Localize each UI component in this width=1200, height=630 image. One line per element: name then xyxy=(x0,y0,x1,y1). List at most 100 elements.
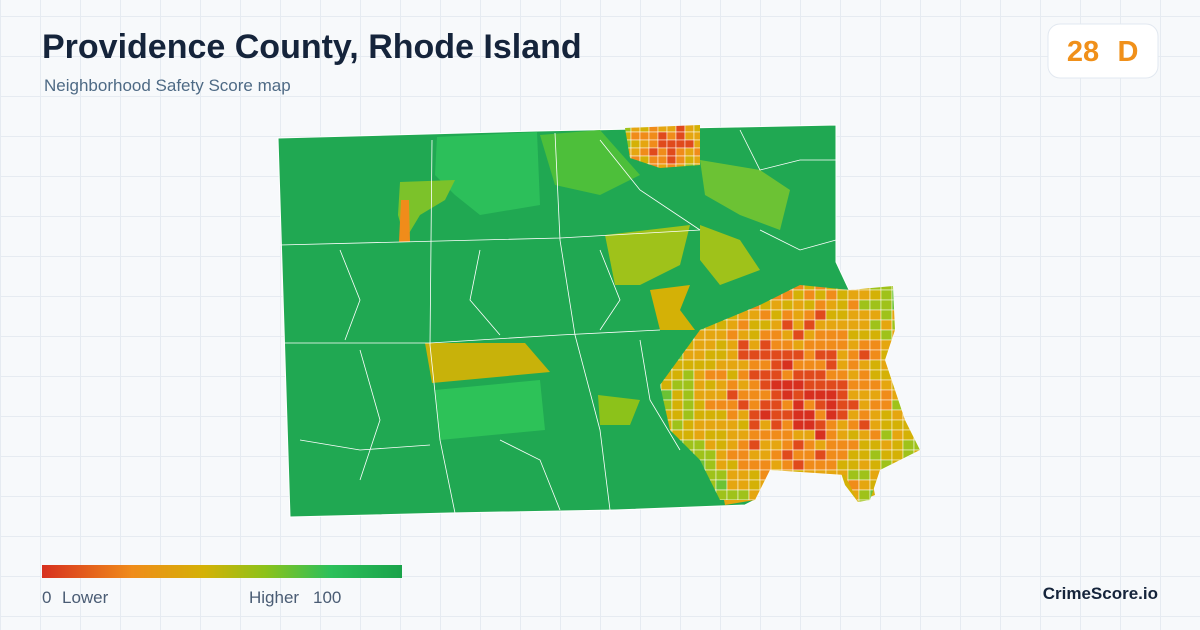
tract xyxy=(891,409,904,421)
tract xyxy=(715,369,728,381)
tract xyxy=(869,379,882,391)
tract xyxy=(803,379,816,391)
tract xyxy=(880,429,893,441)
tract xyxy=(671,409,684,421)
tract xyxy=(657,139,668,149)
region xyxy=(425,343,550,383)
tract xyxy=(902,489,915,501)
tract xyxy=(748,479,761,491)
tract xyxy=(858,285,871,291)
tract xyxy=(792,489,805,501)
tract xyxy=(847,359,860,371)
tract xyxy=(858,439,871,451)
tract xyxy=(648,139,659,149)
tract xyxy=(880,489,893,501)
tract xyxy=(814,299,827,311)
tract xyxy=(715,439,728,451)
tract xyxy=(858,349,871,361)
tract xyxy=(781,309,794,321)
tract xyxy=(858,329,871,341)
tract xyxy=(902,339,915,351)
tract xyxy=(748,309,761,321)
tract xyxy=(704,339,717,351)
tract xyxy=(913,399,920,411)
tract xyxy=(803,319,816,331)
tract xyxy=(737,399,750,411)
tract xyxy=(684,147,695,157)
tract xyxy=(792,299,805,311)
tract xyxy=(704,419,717,431)
tract xyxy=(726,369,739,381)
tract xyxy=(913,329,920,341)
tract xyxy=(803,459,816,471)
tract xyxy=(869,349,882,361)
tract xyxy=(858,429,871,441)
tract xyxy=(825,319,838,331)
tract xyxy=(814,379,827,391)
tract xyxy=(825,309,838,321)
tract xyxy=(666,139,677,149)
tract xyxy=(770,329,783,341)
tract xyxy=(836,449,849,461)
tract xyxy=(781,499,794,502)
tract xyxy=(803,489,816,501)
tract xyxy=(630,139,641,149)
tract xyxy=(675,147,686,157)
tract xyxy=(880,285,893,291)
tract xyxy=(803,359,816,371)
tract xyxy=(781,349,794,361)
tract xyxy=(902,309,915,321)
tract xyxy=(847,429,860,441)
tract xyxy=(814,289,827,301)
tract xyxy=(902,329,915,341)
tract xyxy=(792,409,805,421)
tract xyxy=(693,369,706,381)
tract xyxy=(748,369,761,381)
tract xyxy=(847,329,860,341)
tract xyxy=(803,339,816,351)
tract xyxy=(869,439,882,451)
tract xyxy=(737,449,750,461)
tract xyxy=(891,389,904,401)
tract xyxy=(825,459,838,471)
county-map xyxy=(277,124,921,518)
tract xyxy=(858,449,871,461)
tract xyxy=(748,339,761,351)
tract xyxy=(684,139,695,149)
tract xyxy=(770,349,783,361)
tract xyxy=(913,319,920,331)
tract xyxy=(836,499,849,502)
tract xyxy=(748,449,761,461)
tract xyxy=(869,339,882,351)
tract xyxy=(880,309,893,321)
tract xyxy=(880,469,893,481)
tract xyxy=(704,359,717,371)
tract xyxy=(726,479,739,491)
tract xyxy=(913,369,920,381)
tract xyxy=(770,459,783,471)
tract xyxy=(737,319,750,331)
tract xyxy=(726,319,739,331)
tract xyxy=(891,479,904,491)
legend-min: 0 xyxy=(42,588,51,607)
tract xyxy=(715,379,728,391)
tract xyxy=(858,339,871,351)
tract xyxy=(715,459,728,471)
tract xyxy=(858,389,871,401)
tract xyxy=(748,409,761,421)
tract xyxy=(684,155,695,165)
tract xyxy=(803,499,816,502)
tract xyxy=(836,409,849,421)
tract xyxy=(704,329,717,341)
region xyxy=(700,225,760,285)
tract xyxy=(803,299,816,311)
tract xyxy=(792,359,805,371)
tract xyxy=(682,419,695,431)
tract xyxy=(902,479,915,491)
tract xyxy=(671,399,684,411)
tract xyxy=(902,319,915,331)
tract xyxy=(913,419,920,431)
tract xyxy=(803,409,816,421)
tract xyxy=(858,459,871,471)
tract xyxy=(825,479,838,491)
